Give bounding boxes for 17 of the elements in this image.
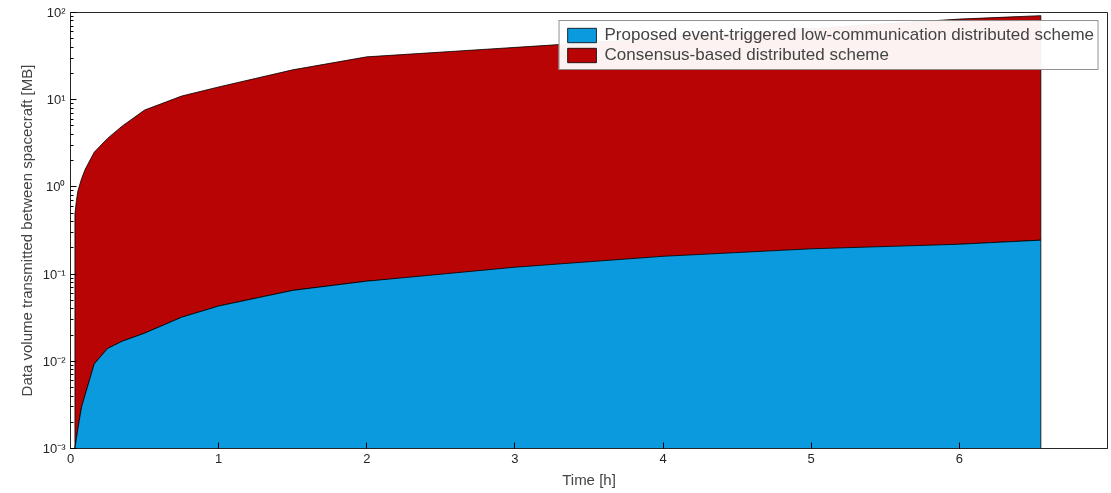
- legend-label: Consensus-based distributed scheme: [604, 45, 889, 65]
- x-axis-title: Time [h]: [562, 470, 616, 488]
- x-tick-label: 0: [66, 450, 75, 466]
- x-tick-label: 3: [511, 450, 519, 466]
- x-tick-label: 4: [659, 450, 667, 466]
- x-tick-label: 2: [363, 450, 371, 466]
- legend-label: Proposed event-triggered low-communication distributed scheme: [604, 25, 1094, 45]
- y-tick-label: 10⁰: [46, 179, 66, 195]
- y-axis-title: Data volume transmitted between spacecraft [MB]: [17, 64, 35, 397]
- y-tick-label: 10²: [46, 5, 67, 20]
- y-tick-label: 10⁻³: [42, 441, 67, 456]
- y-tick-label: 10⁻²: [42, 353, 67, 369]
- x-tick-label: 6: [955, 450, 963, 466]
- x-tick-label: 1: [215, 450, 223, 466]
- x-tick-label: 5: [807, 450, 815, 466]
- y-tick-label: 10⁻¹: [42, 266, 67, 282]
- y-tick-label: 10¹: [46, 92, 67, 108]
